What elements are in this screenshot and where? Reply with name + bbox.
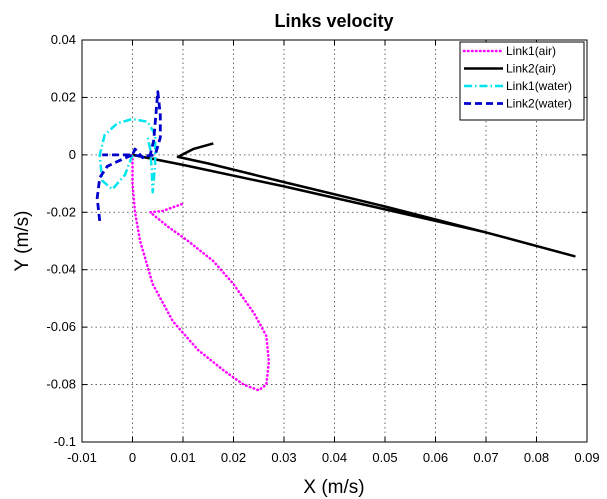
y-tick-label: 0 [69,147,76,162]
x-tick-label: -0.01 [67,450,97,465]
x-tick-label: 0.03 [271,450,296,465]
legend-label-1: Link1(air) [506,44,556,58]
y-tick-label: -0.04 [46,262,76,277]
y-axis-label: Y (m/s) [12,211,33,272]
x-tick-label: 0.09 [574,450,599,465]
legend-label-2: Link2(air) [506,62,556,76]
y-tick-label: 0.04 [51,32,76,47]
x-tick-label: 0.06 [423,450,448,465]
x-tick-label: 0.08 [524,450,549,465]
x-tick-label: 0.07 [473,450,498,465]
y-tick-label: -0.02 [46,204,76,219]
y-tick-label: -0.1 [54,434,76,449]
series-line-3 [98,117,157,194]
grid [82,40,587,442]
series-line-2 [132,142,576,258]
legend: Link1(air) Link2(air) Link1(water) Link2(wa… [459,41,585,121]
x-axis-ticks: -0.01 0 0.01 0.02 0.03 0.04 0.05 0.06 0.07 0.08 0.… [67,40,600,465]
x-tick-label: 0.01 [170,450,195,465]
y-tick-label: -0.06 [46,319,76,334]
x-tick-label: 0.04 [322,450,347,465]
x-tick-label: 0.02 [221,450,246,465]
series-line-1 [131,153,271,392]
legend-label-3: Link1(water) [506,79,572,93]
plot-lines [95,90,576,392]
x-axis-label: X (m/s) [303,477,364,498]
chart-title: Links velocity [274,11,393,31]
legend-box [459,41,585,121]
y-tick-label: 0.02 [51,89,76,104]
series-line-4 [95,90,162,222]
x-tick-label: 0.05 [372,450,397,465]
y-tick-label: -0.08 [46,377,76,392]
legend-label-4: Link2(water) [506,97,572,111]
y-axis-ticks: -0.1 -0.08 -0.06 -0.04 -0.02 0 0.02 0.04 [46,32,587,449]
x-tick-label: 0 [129,450,136,465]
